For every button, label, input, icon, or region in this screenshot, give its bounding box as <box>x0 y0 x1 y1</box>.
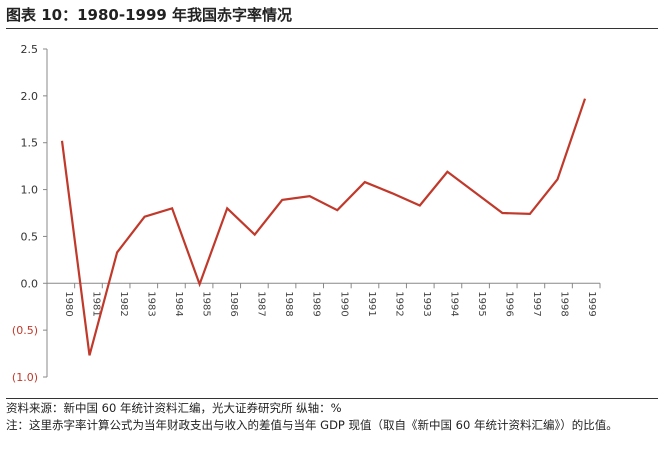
x-tick-label: 1987 <box>256 291 267 316</box>
x-tick-label: 1992 <box>393 291 404 316</box>
y-tick-label: 2.0 <box>21 90 39 103</box>
x-tick-label: 1989 <box>311 291 322 316</box>
x-tick-label: 1985 <box>201 291 212 316</box>
x-tick-label: 1996 <box>503 291 514 316</box>
x-tick-label: 1999 <box>586 291 597 316</box>
x-tick-label: 1986 <box>228 291 239 316</box>
chart-title: 图表 10：1980-1999 年我国赤字率情况 <box>6 6 293 24</box>
x-tick-label: 1990 <box>338 291 349 316</box>
x-tick-label: 1983 <box>146 291 157 316</box>
x-tick-label: 1988 <box>283 291 294 316</box>
x-tick-label: 1993 <box>421 291 432 316</box>
footnote: 注：这里赤字率计算公式为当年财政支出与收入的差值与当年 GDP 现值（取自《新中… <box>6 418 618 432</box>
x-tick-label: 1981 <box>91 291 102 316</box>
x-axis: 1980 1981 1982 1983 1984 1985 1986 1987 1988 1989… <box>46 282 601 317</box>
y-tick-label: 2.5 <box>21 43 39 56</box>
source-note: 资料来源：新中国 60 年统计资料汇编，光大证券研究所 纵轴：% <box>6 401 342 415</box>
series-line <box>60 98 587 356</box>
x-tick-label: 1997 <box>531 291 542 316</box>
x-tick-label: 1994 <box>448 291 459 316</box>
title-divider <box>6 28 658 29</box>
line-chart: 2.52.01.51.00.50.0(0.5)(1.0) 1980 1981 198… <box>12 43 601 384</box>
y-tick-label: (0.5) <box>12 324 38 337</box>
x-tick-label: 1982 <box>118 291 129 316</box>
y-tick-label: 1.0 <box>21 184 39 197</box>
x-tick-label: 1984 <box>173 291 184 316</box>
x-tick-label: 1995 <box>476 291 487 316</box>
x-tick-label: 1998 <box>558 291 569 316</box>
footer-divider <box>6 398 658 399</box>
x-tick-label: 1991 <box>366 291 377 316</box>
y-tick-label: 0.0 <box>21 277 39 290</box>
y-tick-label: (1.0) <box>12 371 38 384</box>
y-tick-label: 1.5 <box>21 137 39 150</box>
x-tick-label: 1980 <box>63 291 74 316</box>
series-group <box>60 98 587 356</box>
y-axis: 2.5 2.0 1.5 1.0 0.5 0.0 (0.5) (1.0) <box>12 43 48 384</box>
y-tick-label: 0.5 <box>21 230 39 243</box>
